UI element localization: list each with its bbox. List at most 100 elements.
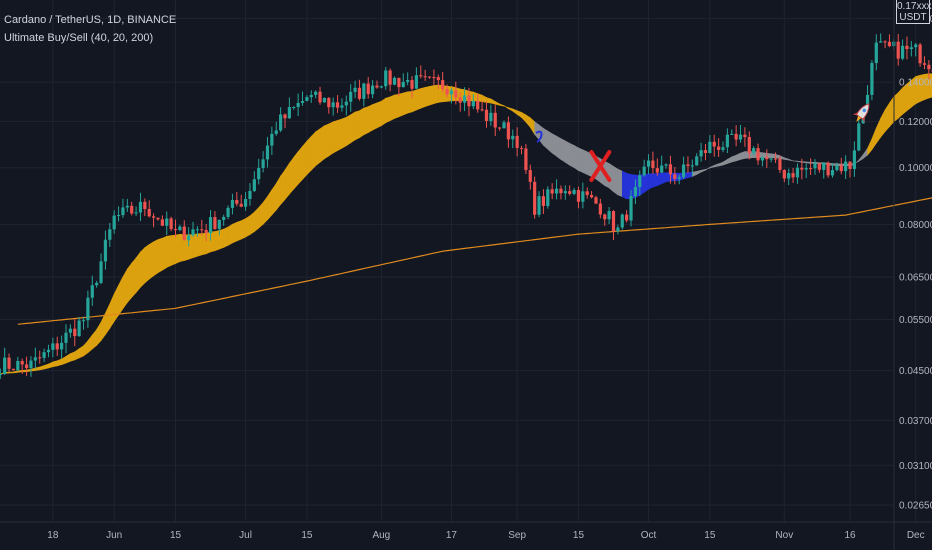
band-segment: [280, 169, 286, 206]
candle: [340, 98, 344, 112]
candle-body: [235, 199, 239, 204]
candle-body: [756, 148, 760, 161]
candle: [436, 74, 440, 89]
candle: [721, 141, 725, 153]
candle-body: [401, 81, 405, 88]
band-segment: [486, 97, 492, 104]
band-segment: [543, 127, 549, 150]
candle-body: [795, 167, 800, 178]
band-segment: [91, 328, 97, 350]
candle: [147, 200, 151, 218]
candle-body: [427, 76, 432, 78]
candle: [441, 71, 445, 93]
candle-body: [752, 148, 756, 153]
candle: [392, 76, 397, 86]
candle-body: [165, 218, 169, 226]
band-segment: [433, 84, 439, 105]
sell-x-stroke: [589, 150, 612, 182]
candle: [327, 97, 331, 114]
candle-body: [541, 196, 546, 206]
candle-body: [292, 106, 296, 108]
candle: [791, 168, 795, 183]
candle-body: [243, 199, 248, 207]
candle: [322, 97, 327, 103]
candle: [914, 42, 918, 57]
candle: [257, 158, 261, 185]
candle: [99, 253, 103, 284]
band-segment: [197, 233, 203, 257]
candle-body: [848, 161, 852, 169]
candle: [182, 220, 186, 241]
candle-body: [335, 102, 340, 108]
sell-signal-x-icon: [589, 150, 612, 182]
candle: [178, 224, 182, 232]
band-segment: [201, 233, 207, 256]
rocket-window: [862, 108, 867, 113]
candle: [839, 157, 843, 175]
candle: [371, 80, 375, 99]
y-tick-label: 0.08000: [899, 220, 932, 231]
band-segment: [87, 334, 93, 354]
candle: [703, 143, 708, 161]
band-segment: [411, 89, 417, 113]
candle: [305, 95, 309, 102]
band-segment: [70, 351, 76, 362]
x-tick-label: 16: [844, 530, 856, 541]
candle: [594, 195, 598, 205]
candle-body: [300, 100, 305, 103]
candle-body: [686, 164, 690, 166]
band-segment: [175, 233, 181, 265]
ma200-layer: [17, 197, 932, 325]
candle: [108, 222, 112, 248]
candle-body: [638, 175, 642, 187]
candle: [274, 121, 278, 136]
band-segment: [83, 340, 89, 357]
candle-body: [173, 229, 178, 231]
candle: [537, 191, 541, 218]
candle-body: [331, 102, 335, 108]
band-segment: [26, 368, 32, 373]
candle-body: [327, 97, 331, 108]
candle: [90, 275, 94, 306]
current-price-unit: USDT: [899, 12, 927, 23]
candle-body: [563, 191, 567, 194]
candle: [471, 94, 475, 110]
candle-body: [817, 163, 821, 170]
candle: [817, 162, 821, 173]
candle: [235, 191, 239, 207]
band-segment: [810, 161, 816, 164]
candle: [927, 60, 931, 80]
candle: [590, 191, 594, 199]
band-segment: [127, 262, 132, 304]
candle-body: [852, 150, 856, 169]
candle: [42, 348, 46, 363]
indicator-label[interactable]: Ultimate Buy/Sell (40, 20, 200): [4, 32, 154, 44]
candle: [489, 104, 493, 126]
band-segment: [113, 285, 119, 323]
candle-body: [458, 97, 462, 103]
candle: [353, 80, 357, 99]
candle: [116, 206, 121, 222]
candle-body: [7, 357, 11, 369]
candle-body: [467, 95, 471, 107]
current-price-value: 0.17xxx: [897, 1, 932, 12]
rocket-flame: [856, 115, 862, 122]
band-segment: [508, 107, 514, 112]
candle: [922, 56, 927, 70]
candle: [712, 134, 716, 157]
candle: [77, 316, 81, 337]
candle-body: [3, 357, 7, 375]
candle: [598, 198, 602, 219]
candle-body: [86, 297, 90, 321]
candle: [857, 113, 861, 152]
band-segment: [792, 160, 798, 162]
candle: [423, 69, 427, 81]
band-segment: [516, 110, 522, 119]
candle-body: [441, 80, 445, 90]
band-segment: [569, 142, 575, 168]
band-segment: [267, 188, 273, 221]
candle-body: [344, 101, 348, 106]
band-segment: [21, 369, 27, 373]
band-segment: [385, 96, 391, 124]
